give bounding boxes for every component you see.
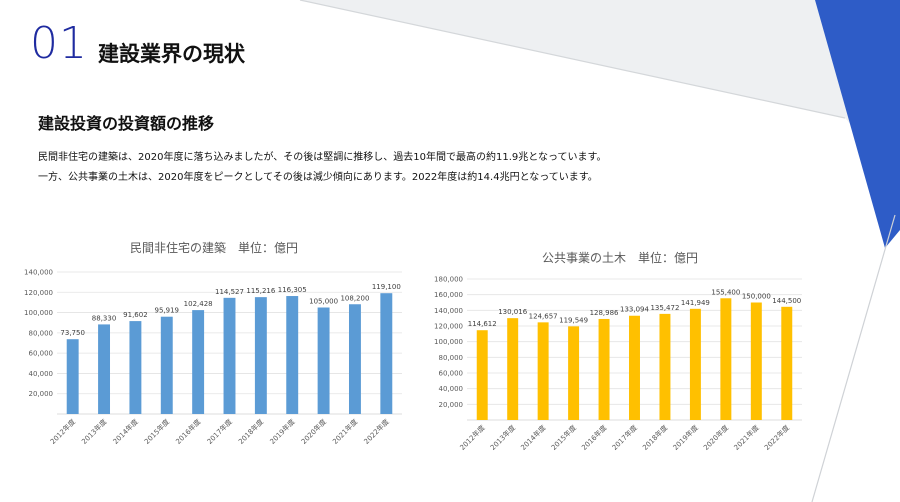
bar xyxy=(98,324,111,414)
gray-corner-line xyxy=(811,214,896,502)
data-label: 144,500 xyxy=(772,297,801,305)
y-tick-label: 40,000 xyxy=(29,370,54,378)
bar xyxy=(781,306,793,420)
x-tick-label: 2020年度 xyxy=(299,417,328,446)
bar xyxy=(720,298,732,420)
bar xyxy=(129,321,142,414)
x-tick-label: 2022年度 xyxy=(762,423,791,452)
x-tick-label: 2014年度 xyxy=(519,423,548,452)
data-label: 135,472 xyxy=(650,304,679,312)
bar xyxy=(66,339,79,414)
x-tick-label: 2021年度 xyxy=(330,417,359,446)
y-tick-label: 120,000 xyxy=(24,289,53,297)
y-tick-label: 60,000 xyxy=(29,350,54,358)
bar xyxy=(286,296,299,414)
chart-title: 民間非住宅の建築 単位：億円 xyxy=(130,240,298,255)
x-tick-label: 2016年度 xyxy=(174,417,203,446)
data-label: 73,750 xyxy=(60,329,85,337)
x-tick-label: 2020年度 xyxy=(701,423,730,452)
data-label: 124,657 xyxy=(529,312,558,320)
x-tick-label: 2019年度 xyxy=(671,423,700,452)
y-tick-label: 20,000 xyxy=(29,390,54,398)
x-tick-label: 2014年度 xyxy=(111,417,140,446)
slide-number: 01 xyxy=(30,18,88,69)
x-tick-label: 2018年度 xyxy=(236,417,265,446)
gray-slant-line xyxy=(299,0,846,119)
bar xyxy=(160,316,173,414)
data-label: 141,949 xyxy=(681,299,710,307)
bar xyxy=(598,318,610,420)
bar xyxy=(254,297,267,414)
data-label: 102,428 xyxy=(184,300,213,308)
y-tick-label: 80,000 xyxy=(439,354,464,362)
public-civil-engineering-chart: 公共事業の土木 単位：億円 20,000 40,000 60,000 80,000 100… xyxy=(430,244,810,480)
data-label: 150,000 xyxy=(742,293,771,301)
x-tick-label: 2012年度 xyxy=(48,417,77,446)
bar xyxy=(348,304,361,414)
private-nonresidential-chart: 民間非住宅の建築 単位：億円 20,000 40,000 60,000 80,000 10… xyxy=(20,236,410,470)
bar xyxy=(689,308,701,420)
x-tick-label: 2013年度 xyxy=(80,417,109,446)
y-tick-label: 120,000 xyxy=(434,323,463,331)
data-label: 130,016 xyxy=(498,308,527,316)
x-tick-label: 2013年度 xyxy=(488,423,517,452)
bar xyxy=(380,293,393,414)
y-tick-label: 40,000 xyxy=(439,385,464,393)
data-label: 88,330 xyxy=(92,314,117,322)
y-tick-label: 100,000 xyxy=(434,338,463,346)
x-tick-label: 2021年度 xyxy=(732,423,761,452)
bar xyxy=(317,307,330,414)
data-label: 114,612 xyxy=(468,320,497,328)
data-label: 119,100 xyxy=(372,283,401,291)
x-tick-label: 2017年度 xyxy=(610,423,639,452)
section-title: 建設投資の投資額の推移 xyxy=(38,114,215,133)
x-tick-label: 2015年度 xyxy=(142,417,171,446)
x-tick-label: 2022年度 xyxy=(362,417,391,446)
data-label: 133,094 xyxy=(620,306,649,314)
blue-corner-shape xyxy=(815,0,900,248)
bar xyxy=(750,302,762,420)
light-gray-slant-shape xyxy=(300,0,900,180)
x-tick-label: 2015年度 xyxy=(549,423,578,452)
bar xyxy=(507,318,519,420)
x-tick-label: 2017年度 xyxy=(205,417,234,446)
slide-title: 建設業界の現状 xyxy=(98,42,245,66)
y-tick-label: 20,000 xyxy=(439,401,464,409)
body-text-line: 民間非住宅の建築は、2020年度に落ち込みましたが、その後は堅調に推移し、過去1… xyxy=(38,152,607,163)
y-tick-label: 160,000 xyxy=(434,291,463,299)
chart-svg: 公共事業の土木 単位：億円 20,000 40,000 60,000 80,000 100… xyxy=(434,250,802,452)
data-label: 115,216 xyxy=(246,287,275,295)
bar xyxy=(659,313,671,420)
y-tick-label: 80,000 xyxy=(29,329,54,337)
data-label: 116,305 xyxy=(278,286,307,294)
x-tick-label: 2016年度 xyxy=(580,423,609,452)
bar xyxy=(476,330,488,420)
data-label: 119,549 xyxy=(559,316,588,324)
y-tick-label: 140,000 xyxy=(24,269,53,277)
x-tick-label: 2012年度 xyxy=(458,423,487,452)
chart-title: 公共事業の土木 単位：億円 xyxy=(542,250,698,265)
x-tick-label: 2019年度 xyxy=(268,417,297,446)
bar xyxy=(537,322,549,420)
data-label: 108,200 xyxy=(340,294,369,302)
data-label: 128,986 xyxy=(590,309,619,317)
x-tick-label: 2018年度 xyxy=(640,423,669,452)
body-text-line: 一方、公共事業の土木は、2020年度をピークとしてその後は減少傾向にあります。2… xyxy=(38,172,598,183)
bar xyxy=(568,326,580,420)
data-label: 155,400 xyxy=(711,288,740,296)
y-tick-label: 60,000 xyxy=(439,370,464,378)
y-tick-label: 180,000 xyxy=(434,276,463,284)
bar xyxy=(629,315,640,420)
data-label: 91,602 xyxy=(123,311,148,319)
data-label: 114,527 xyxy=(215,288,244,296)
bar xyxy=(223,297,236,414)
y-tick-label: 100,000 xyxy=(24,309,53,317)
bar xyxy=(192,310,205,414)
data-label: 95,919 xyxy=(155,307,180,315)
chart-svg: 民間非住宅の建築 単位：億円 20,000 40,000 60,000 80,000 10… xyxy=(24,240,402,446)
data-label: 105,000 xyxy=(309,298,338,306)
y-tick-label: 140,000 xyxy=(434,307,463,315)
